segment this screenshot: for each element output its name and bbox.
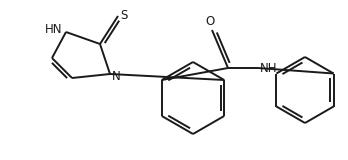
- Text: O: O: [205, 15, 215, 28]
- Text: S: S: [120, 8, 127, 21]
- Text: N: N: [112, 69, 121, 83]
- Text: HN: HN: [45, 23, 62, 36]
- Text: NH: NH: [260, 61, 277, 75]
